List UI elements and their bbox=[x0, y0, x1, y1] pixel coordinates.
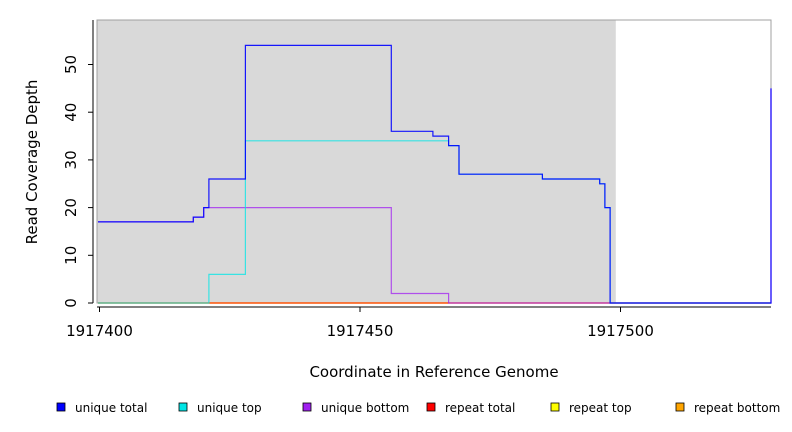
coverage-series bbox=[98, 44, 772, 304]
x-tick-label: 1917400 bbox=[66, 322, 133, 340]
legend-label: repeat bottom bbox=[694, 401, 780, 415]
legend-swatch bbox=[550, 402, 560, 412]
y-tick-label: 0 bbox=[62, 298, 80, 308]
x-axis-title: Coordinate in Reference Genome bbox=[309, 363, 558, 381]
legend-label: repeat total bbox=[445, 401, 515, 415]
y-axis-title: Read Coverage Depth bbox=[23, 80, 41, 245]
shaded-regions bbox=[97, 20, 616, 303]
legend-swatch bbox=[675, 402, 685, 412]
x-tick-label: 1917450 bbox=[327, 322, 394, 340]
legend-label: unique top bbox=[197, 401, 262, 415]
legend: unique total unique top unique bottom repea… bbox=[56, 401, 780, 415]
legend-label: unique total bbox=[75, 401, 147, 415]
series-line-unique-total bbox=[98, 44, 772, 304]
shaded-region bbox=[97, 20, 616, 303]
y-tick-label: 40 bbox=[62, 103, 80, 122]
x-tick-label: 1917500 bbox=[587, 322, 654, 340]
legend-label: repeat top bbox=[569, 401, 632, 415]
y-tick-label: 50 bbox=[62, 55, 80, 74]
y-tick-label: 10 bbox=[62, 246, 80, 265]
legend-swatch bbox=[302, 402, 312, 412]
legend-label: unique bottom bbox=[321, 401, 409, 415]
y-tick-label: 20 bbox=[62, 198, 80, 217]
legend-swatch bbox=[426, 402, 436, 412]
legend-swatch bbox=[178, 402, 188, 412]
y-tick-label: 30 bbox=[62, 150, 80, 169]
tick-labels: 1917400191745019175001917550191760019176… bbox=[62, 55, 654, 340]
legend-swatch bbox=[56, 402, 66, 412]
